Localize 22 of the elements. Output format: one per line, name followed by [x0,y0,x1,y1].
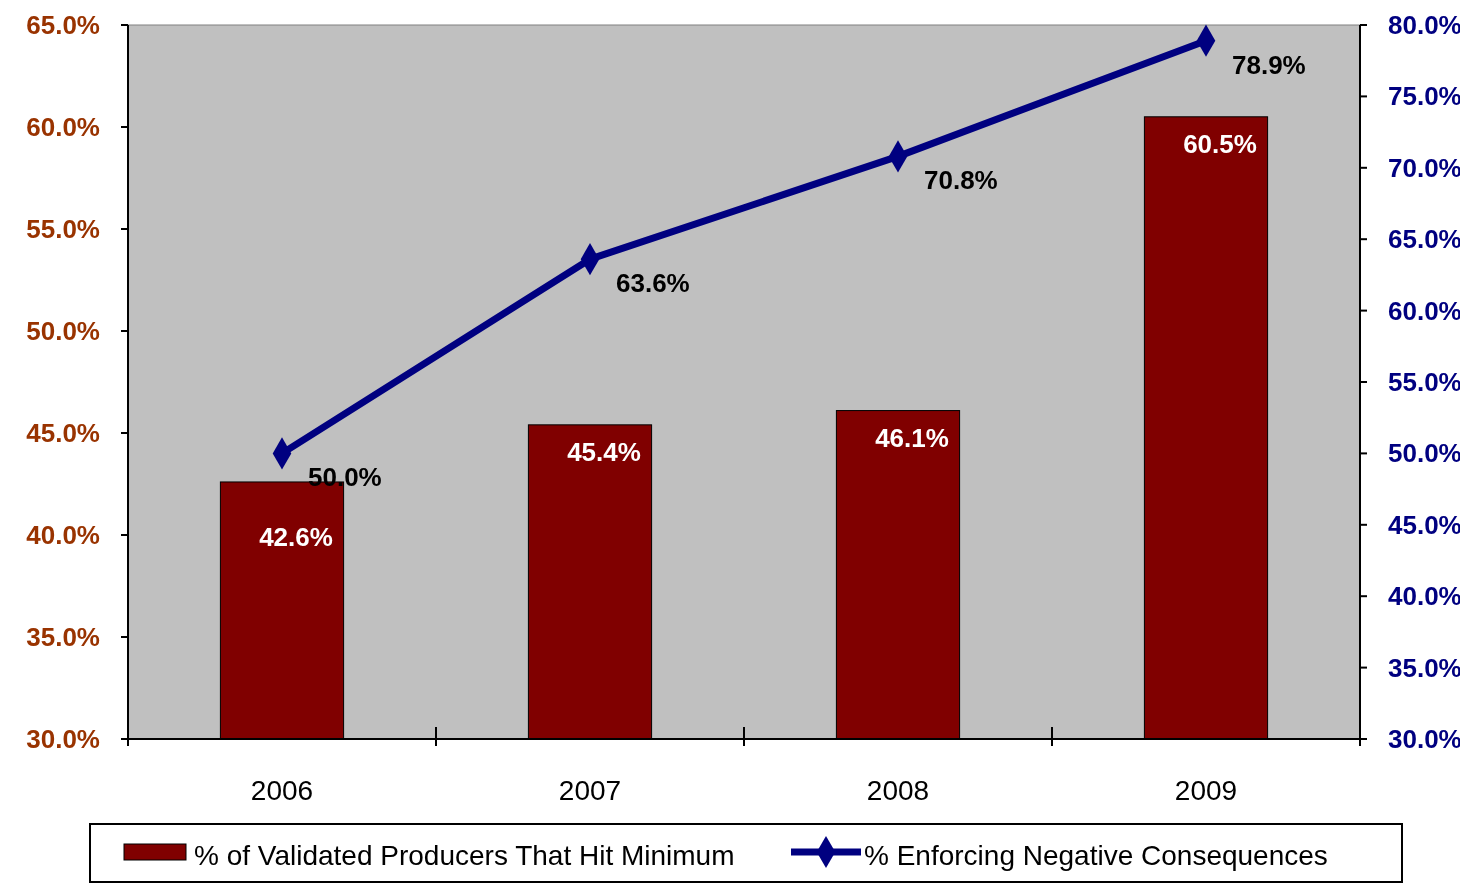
x-tick-label: 2006 [250,775,314,806]
data-label: 45.4% [567,436,641,467]
data-label: 78.9% [1232,49,1306,80]
y-tick-label: 50.0% [26,316,100,346]
data-label: 50.0% [308,462,382,493]
legend-label: % Enforcing Negative Consequences [864,840,1328,871]
data-label: 63.6% [616,268,690,299]
data-label: 42.6% [259,521,333,552]
x-tick-label: 2009 [1174,775,1238,806]
y-tick-label: 35.0% [26,622,100,652]
y-tick-label: 45.0% [26,418,100,448]
data-label: 46.1% [875,422,949,453]
y-tick-label: 65.0% [26,10,100,40]
x-tick-label: 2008 [866,775,930,806]
data-label: 60.5% [1183,128,1257,159]
data-label: 70.8% [924,165,998,196]
y-tick-label: 55.0% [26,214,100,244]
y-tick-label: 40.0% [26,520,100,550]
y-tick-label: 30.0% [26,724,100,754]
x-tick-label: 2007 [558,775,622,806]
legend-label: % of Validated Producers That Hit Minimum [194,840,735,871]
y-tick-label: 60.0% [26,112,100,142]
